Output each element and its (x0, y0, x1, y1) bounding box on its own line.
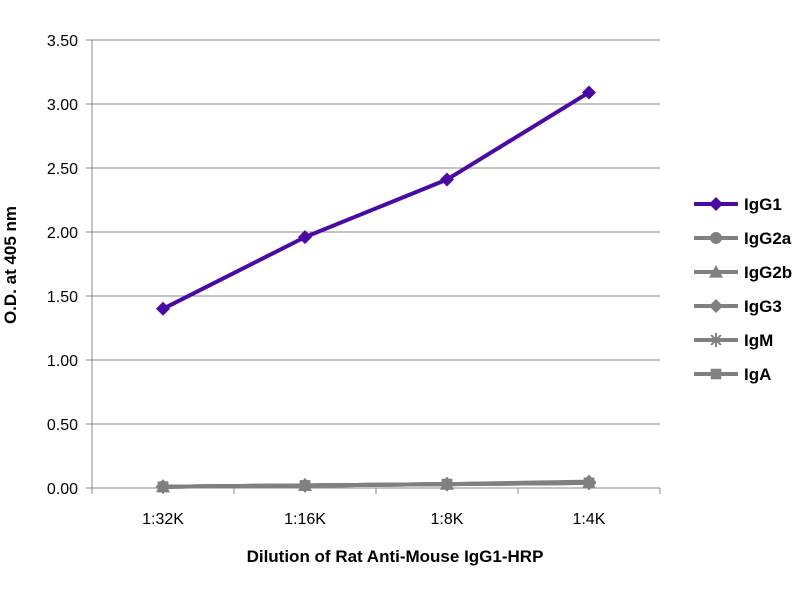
data-point (299, 479, 311, 492)
y-tick-label: 0.00 (47, 481, 78, 498)
legend-item-igg1: IgG1 (694, 195, 782, 214)
legend-label: IgG3 (744, 297, 782, 316)
legend-item-igg2b: IgG2b (694, 263, 792, 282)
legend-label: IgG2a (744, 229, 792, 248)
data-point (583, 476, 595, 489)
series-line (162, 480, 590, 489)
x-tick-labels: 1:32K 1:16K 1:8K 1:4K (142, 511, 606, 528)
data-point (157, 480, 169, 493)
series-igg1 (156, 85, 596, 316)
legend-label: IgA (744, 365, 771, 384)
y-tick-label: 3.00 (47, 97, 78, 114)
legend-item-iga: IgA (694, 365, 771, 384)
y-axis-title: O.D. at 405 nm (1, 206, 20, 324)
gridlines (86, 39, 661, 494)
series-igg2a (157, 476, 595, 493)
x-axis-title: Dilution of Rat Anti-Mouse IgG1-HRP (247, 547, 544, 566)
data-point (582, 85, 596, 100)
legend-label: IgG1 (744, 195, 782, 214)
x-tick-label: 1:32K (142, 511, 184, 528)
series-line (162, 90, 591, 311)
data-point (156, 301, 170, 316)
x-tick-label: 1:16K (284, 511, 326, 528)
data-point (709, 197, 723, 211)
y-tick-label: 2.00 (47, 225, 78, 242)
y-tick-label: 1.00 (47, 353, 78, 370)
data-point (709, 333, 723, 347)
data-point (440, 172, 454, 187)
legend: IgG1 IgG2a IgG2b IgG3 IgM IgA (694, 195, 792, 384)
legend-label: IgM (744, 331, 773, 350)
y-tick-label: 2.50 (47, 161, 78, 178)
series-group (156, 85, 596, 494)
star-stroke (710, 334, 722, 346)
data-point (710, 368, 722, 380)
legend-item-igm: IgM (694, 331, 773, 350)
x-tick-label: 1:8K (431, 511, 464, 528)
data-point (709, 265, 723, 278)
legend-item-igg3: IgG3 (694, 297, 782, 316)
data-point (709, 299, 723, 313)
legend-label: IgG2b (744, 263, 792, 282)
legend-item-igg2a: IgG2a (694, 229, 792, 248)
y-tick-label: 1.50 (47, 289, 78, 306)
y-tick-labels: 0.00 0.50 1.00 1.50 2.00 2.50 3.00 3.50 (47, 33, 78, 498)
y-tick-label: 3.50 (47, 33, 78, 50)
y-tick-label: 0.50 (47, 417, 78, 434)
data-point (441, 478, 453, 491)
x-tick-label: 1:4K (573, 511, 606, 528)
data-point (710, 232, 722, 244)
data-point (298, 230, 312, 245)
